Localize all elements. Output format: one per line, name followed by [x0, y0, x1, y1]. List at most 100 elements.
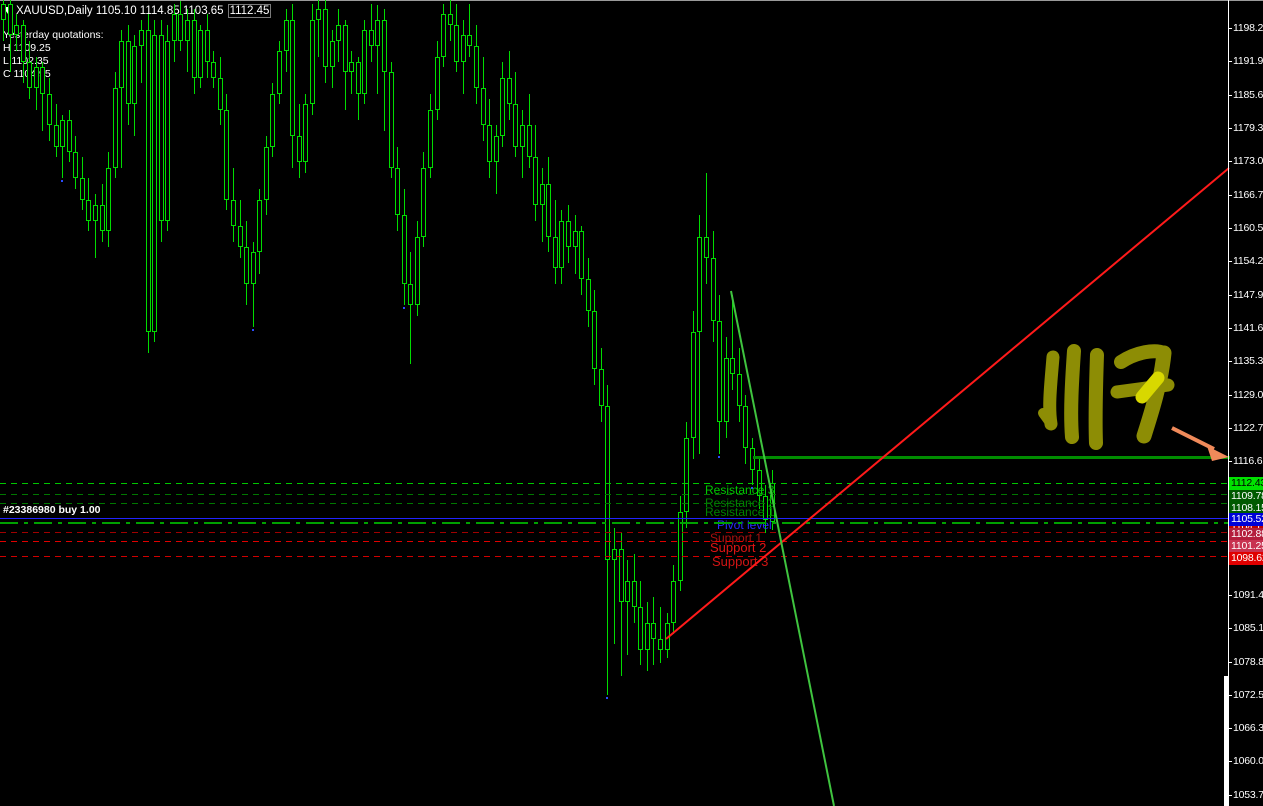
candle-body — [697, 237, 702, 332]
candle-body — [717, 321, 722, 422]
support-2-line[interactable] — [0, 541, 1228, 542]
ascending-red-trendline[interactable] — [665, 167, 1230, 640]
axis-scroll-marker[interactable] — [1224, 676, 1228, 806]
candle-body — [152, 35, 157, 332]
candle-body — [474, 46, 479, 88]
candle-body — [8, 4, 13, 35]
orange-arrow[interactable] — [1171, 426, 1229, 461]
axis-tick-mark — [1228, 261, 1232, 262]
candle-body — [54, 125, 59, 147]
candle-body — [566, 221, 571, 247]
resistance-2-line[interactable] — [0, 494, 1228, 495]
support-2-label[interactable]: Support 2 — [710, 540, 767, 555]
price-tag: 1105.52 — [1229, 513, 1263, 526]
candle-body — [159, 35, 164, 221]
candle-body — [651, 623, 656, 639]
candle-wick — [732, 295, 733, 390]
candle-body — [192, 20, 197, 78]
axis-tick-label: 1154.22 — [1233, 255, 1263, 267]
candle-body — [435, 57, 440, 110]
candle-body — [520, 125, 525, 147]
price-tag: 1109.78 — [1229, 490, 1263, 503]
resistance-1-label[interactable]: Resistance 1 — [705, 505, 775, 519]
price-tag: 1098.62 — [1229, 552, 1263, 565]
candle-body — [343, 25, 348, 72]
resistance-3-line[interactable] — [0, 483, 1228, 484]
axis-tick-mark — [1228, 228, 1232, 229]
candle-body — [421, 168, 426, 237]
price-axis-separator — [1228, 0, 1229, 806]
resistance-1-line[interactable] — [0, 503, 1228, 504]
fractal-low-icon — [606, 697, 608, 699]
candle-body — [645, 623, 650, 650]
price-tag: 1108.15 — [1229, 502, 1263, 515]
axis-tick-mark — [1228, 128, 1232, 129]
axis-tick-label: 1078.82 — [1233, 656, 1263, 668]
candle-body — [349, 62, 354, 72]
candle-body — [27, 62, 32, 88]
candle-body — [599, 369, 604, 406]
target-1117-line[interactable] — [753, 456, 1230, 459]
candle-wick — [410, 252, 411, 364]
candle-body — [625, 581, 630, 602]
candle-wick — [95, 194, 96, 258]
candle-body — [704, 237, 709, 258]
axis-tick-mark — [1228, 395, 1232, 396]
candle-body — [67, 120, 72, 152]
candle-body — [172, 14, 177, 41]
candle-wick — [253, 242, 254, 327]
candle-body — [763, 496, 768, 520]
candle-body — [323, 9, 328, 67]
candle-wick — [3, 0, 4, 41]
candle-body — [165, 41, 170, 221]
axis-tick-mark — [1228, 28, 1232, 29]
candle-body — [638, 607, 643, 650]
candle-body — [428, 110, 433, 168]
support-3-line[interactable] — [0, 556, 1228, 557]
candle-body — [527, 125, 532, 157]
candle-body — [1, 4, 6, 20]
candle-body — [684, 438, 689, 512]
axis-tick-label: 1141.62 — [1233, 322, 1263, 334]
axis-tick-label: 1053.72 — [1233, 789, 1263, 801]
candle-body — [316, 9, 321, 20]
candle-body — [40, 67, 45, 94]
candle-wick — [699, 215, 700, 454]
candle-body — [454, 25, 459, 62]
candle-body — [106, 168, 111, 231]
candle-body — [303, 104, 308, 162]
axis-tick-mark — [1228, 761, 1232, 762]
candle-wick — [42, 62, 43, 131]
candle-body — [737, 374, 742, 406]
candle-wick — [706, 173, 707, 284]
candle-body — [198, 30, 203, 78]
support-3-label[interactable]: Support 3 — [712, 554, 769, 569]
candle-body — [238, 226, 243, 247]
candle-body — [691, 332, 696, 438]
candle-body — [395, 168, 400, 215]
candle-body — [211, 62, 216, 78]
candle-body — [218, 78, 223, 110]
support-1-line[interactable] — [0, 532, 1228, 533]
axis-tick-label: 1122.72 — [1233, 422, 1263, 434]
axis-tick-mark — [1228, 195, 1232, 196]
chart-ohlc: 1105.10 1114.85 1103.65 — [95, 5, 224, 17]
axis-tick-label: 1185.62 — [1233, 89, 1263, 101]
candle-body — [632, 581, 637, 607]
fractal-low-icon — [718, 456, 720, 458]
pivot-level-line[interactable] — [0, 518, 1228, 519]
candle-body — [467, 35, 472, 46]
candle-body — [264, 147, 269, 200]
axis-tick-label: 1066.32 — [1233, 722, 1263, 734]
candle-body — [146, 30, 151, 332]
candle-wick — [141, 20, 142, 83]
axis-tick-mark — [1228, 695, 1232, 696]
candle-body — [119, 41, 124, 88]
handwritten-1117-annotation[interactable] — [1038, 344, 1175, 450]
axis-tick-label: 1091.42 — [1233, 589, 1263, 601]
buy-order-line-line[interactable] — [0, 522, 1228, 524]
descending-green-trendline[interactable] — [730, 290, 835, 806]
candle-body — [126, 41, 131, 104]
candle-body — [540, 184, 545, 205]
candle-body — [546, 184, 551, 237]
